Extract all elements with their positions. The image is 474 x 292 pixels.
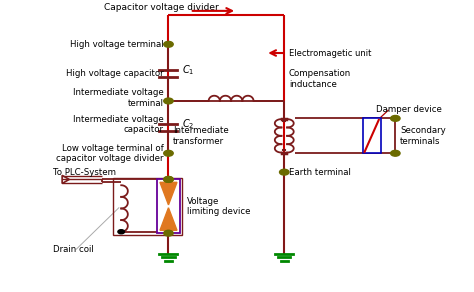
Circle shape bbox=[164, 150, 173, 156]
Polygon shape bbox=[160, 208, 177, 230]
Circle shape bbox=[391, 150, 400, 156]
Text: Intermediate voltage
terminal: Intermediate voltage terminal bbox=[73, 88, 164, 108]
Text: Electromagetic unit: Electromagetic unit bbox=[289, 48, 371, 58]
Text: High voltage capacitor: High voltage capacitor bbox=[66, 69, 164, 78]
Text: Secondary
terminals: Secondary terminals bbox=[400, 126, 446, 145]
Text: To PLC-System: To PLC-System bbox=[53, 168, 116, 177]
Text: Voltage
limiting device: Voltage limiting device bbox=[187, 197, 251, 216]
Circle shape bbox=[164, 98, 173, 104]
Text: Earth terminal: Earth terminal bbox=[289, 168, 351, 177]
Text: Intermediate voltage
capacitor: Intermediate voltage capacitor bbox=[73, 114, 164, 134]
Circle shape bbox=[118, 230, 125, 234]
Text: Low voltage terminal of
capacitor voltage divider: Low voltage terminal of capacitor voltag… bbox=[56, 144, 164, 163]
Circle shape bbox=[164, 230, 173, 236]
Circle shape bbox=[164, 177, 173, 182]
Bar bbox=[113, 178, 182, 235]
Text: $C_1$: $C_1$ bbox=[182, 64, 194, 77]
Bar bbox=[156, 179, 180, 233]
Text: Drain coil: Drain coil bbox=[53, 245, 93, 254]
Text: $C_2$: $C_2$ bbox=[182, 117, 194, 131]
Circle shape bbox=[280, 169, 289, 175]
Text: Intermediate
transformer: Intermediate transformer bbox=[173, 126, 229, 145]
Bar bbox=[363, 118, 381, 153]
Circle shape bbox=[164, 41, 173, 47]
Circle shape bbox=[164, 177, 173, 182]
Polygon shape bbox=[160, 182, 177, 205]
Text: Compensation
inductance: Compensation inductance bbox=[289, 69, 351, 89]
Text: Capacitor voltage divider: Capacitor voltage divider bbox=[104, 3, 219, 12]
Text: Damper device: Damper device bbox=[376, 105, 442, 114]
Circle shape bbox=[391, 116, 400, 121]
Text: High voltage terminal: High voltage terminal bbox=[70, 40, 164, 49]
